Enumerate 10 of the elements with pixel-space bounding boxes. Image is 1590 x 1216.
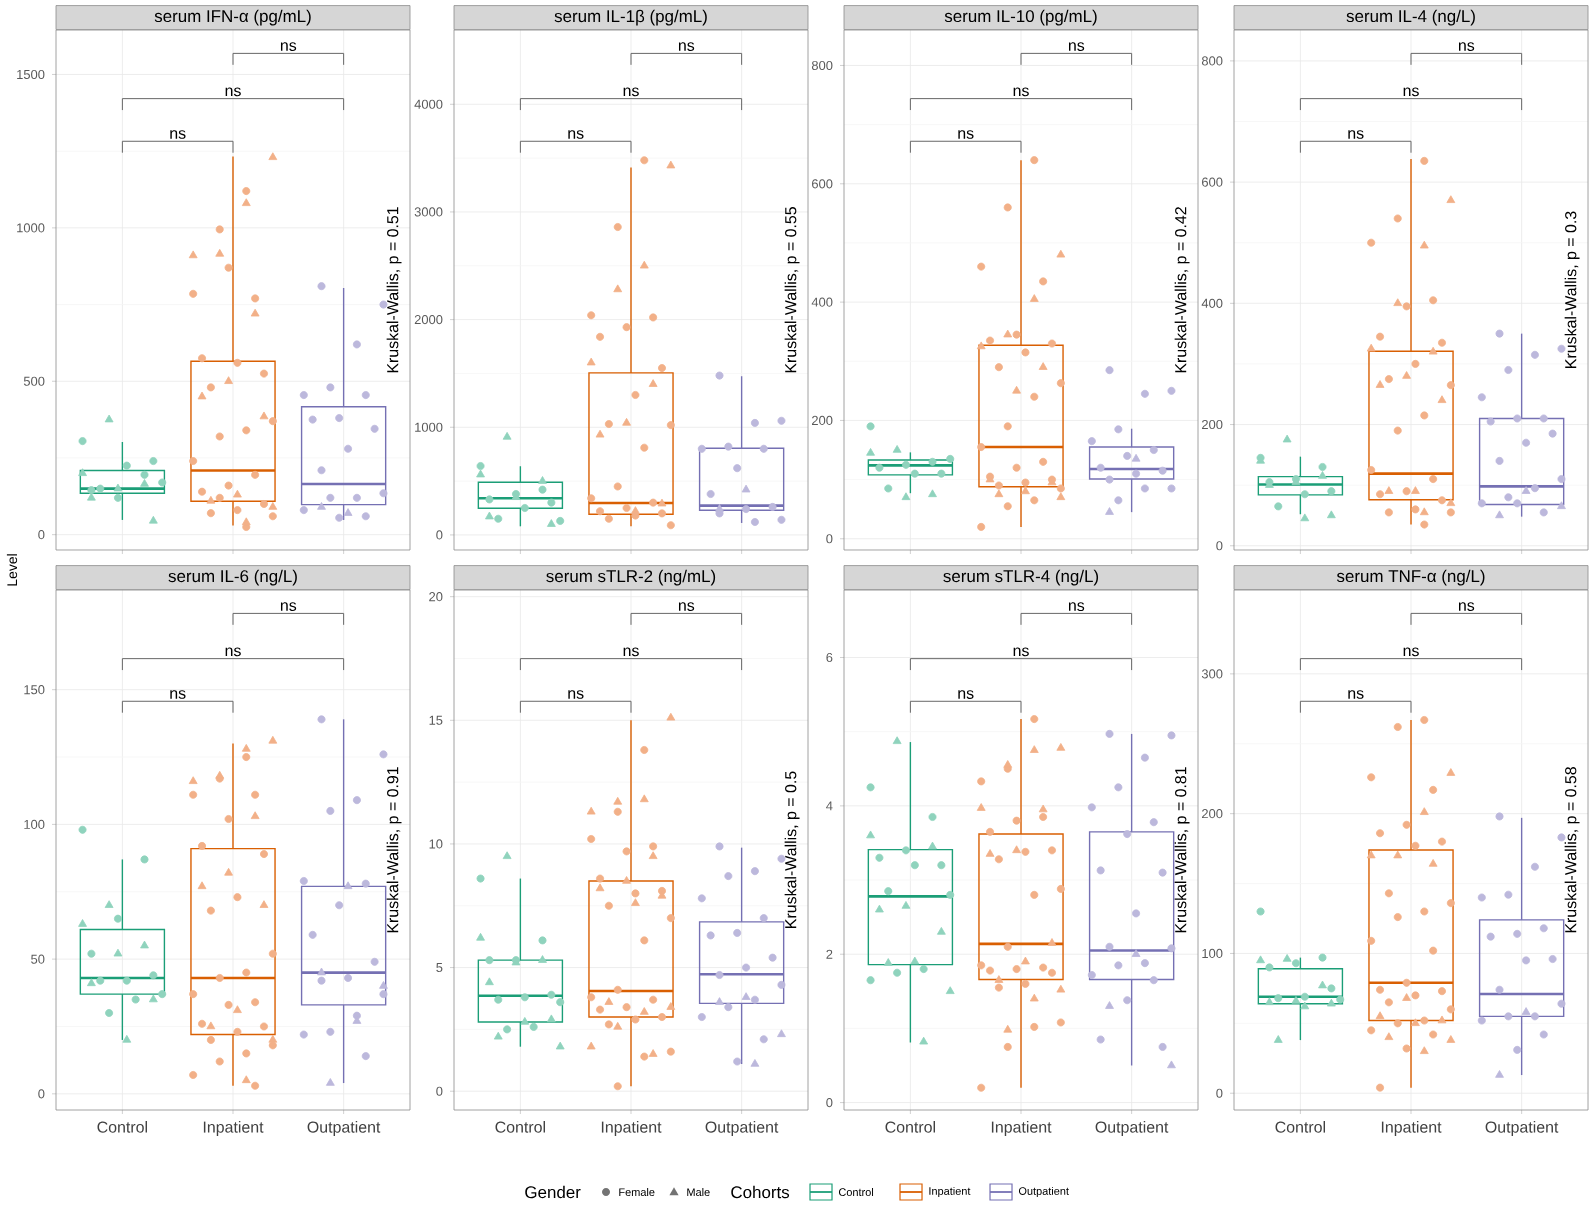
chart-title: serum IL-1β (pg/mL)	[554, 9, 707, 26]
chart-title: serum IFN-α (pg/mL)	[154, 9, 311, 26]
chart-title: serum IL-4 (ng/L)	[1346, 9, 1475, 26]
text: Gender	[525, 1185, 581, 1199]
chart-title: serum TNF-α (ng/L)	[1336, 569, 1485, 586]
chart-title: serum IL-10 (pg/mL)	[944, 9, 1097, 26]
chart-title: serum IL-6 (ng/L)	[168, 569, 297, 586]
text: Cohorts	[731, 1185, 790, 1199]
chart-title: serum sTLR-4 (ng/L)	[943, 569, 1099, 586]
chart-title: serum sTLR-2 (ng/mL)	[546, 569, 716, 586]
